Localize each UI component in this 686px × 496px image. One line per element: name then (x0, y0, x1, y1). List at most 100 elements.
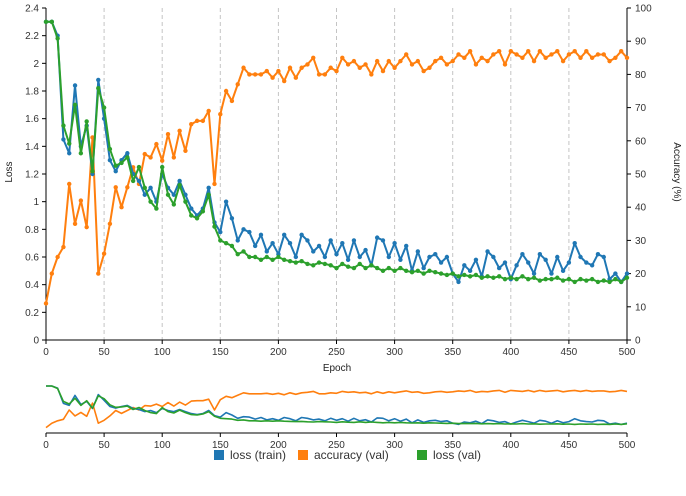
point-accuracy-val (433, 58, 438, 64)
point-loss-train (351, 238, 357, 243)
point-loss-train (427, 254, 432, 260)
point-accuracy-val (43, 301, 49, 306)
point-loss-val (334, 265, 339, 271)
point-loss-train (421, 265, 426, 271)
point-loss-train (299, 232, 304, 238)
point-accuracy-val (409, 62, 415, 67)
point-loss-val (584, 278, 589, 283)
point-accuracy-val (160, 158, 165, 163)
y-left-tick-label: 2.4 (25, 4, 39, 15)
point-loss-val (531, 275, 537, 280)
legend-swatch-accuracy-val[interactable] (298, 450, 308, 460)
point-loss-val (258, 257, 264, 262)
y-right-tick-label: 0 (635, 336, 641, 347)
point-accuracy-val (55, 254, 60, 260)
point-loss-val (119, 160, 124, 166)
point-accuracy-val (96, 271, 101, 276)
point-loss-train (392, 240, 397, 246)
point-accuracy-val (61, 244, 66, 250)
axes: 0 50 100 150 200 250 300 350 400 450 50000.20.40.6… (25, 4, 652, 359)
point-loss-val (206, 192, 211, 197)
legend-label-accuracy-val[interactable]: accuracy (val) (314, 448, 389, 462)
point-accuracy-val (67, 181, 72, 187)
point-loss-train (514, 263, 519, 268)
point-loss-val (287, 258, 293, 264)
point-loss-val (322, 261, 328, 267)
point-loss-val (160, 164, 165, 170)
point-loss-val (543, 276, 548, 282)
point-loss-val (270, 257, 275, 262)
point-loss-val (165, 192, 171, 197)
point-accuracy-val (520, 55, 525, 60)
legend-swatch-loss-train[interactable] (214, 450, 224, 460)
point-loss-val (218, 238, 223, 243)
point-loss-train (293, 254, 299, 260)
point-accuracy-val (386, 58, 391, 64)
series-main (43, 19, 630, 306)
point-accuracy-val (450, 58, 455, 64)
point-accuracy-val (258, 72, 264, 77)
point-loss-train (549, 271, 554, 276)
x-tick-label: 500 (619, 347, 636, 358)
legend-label-loss-val[interactable]: loss (val) (433, 448, 481, 462)
point-loss-val (311, 263, 316, 268)
overview-x-tick-label: 50 (99, 440, 111, 451)
point-accuracy-val (107, 221, 113, 226)
point-loss-train (142, 192, 147, 197)
point-loss-val (473, 272, 479, 278)
y-left-tick-label: 2 (33, 59, 39, 70)
point-loss-train (601, 254, 606, 260)
point-loss-val (572, 279, 577, 285)
point-loss-train (148, 185, 153, 191)
point-loss-val (601, 278, 606, 283)
point-accuracy-val (334, 68, 339, 74)
overview-x-tick-label: 500 (619, 440, 636, 451)
overview-panel: 0 50 100 150 200 250 300 350 400 450 500 (43, 385, 636, 451)
y-left-tick-label: 1 (33, 197, 39, 208)
point-accuracy-val (363, 62, 368, 67)
point-loss-train (345, 257, 351, 262)
overview-line-loss-val (46, 385, 628, 426)
y-left-tick-label: 1.6 (25, 114, 39, 125)
point-accuracy-val (340, 55, 345, 60)
point-loss-val (351, 265, 357, 271)
point-accuracy-val (218, 112, 223, 117)
point-loss-train (613, 271, 618, 276)
y-left-tick-label: 0 (33, 336, 39, 347)
point-loss-train (305, 238, 310, 243)
point-loss-train (433, 252, 438, 257)
point-loss-val (404, 268, 409, 274)
point-loss-val (316, 260, 322, 265)
point-accuracy-val (485, 58, 490, 64)
point-loss-val (212, 224, 217, 229)
point-accuracy-val (351, 58, 357, 64)
point-loss-train (537, 252, 543, 257)
point-loss-val (340, 261, 345, 267)
point-accuracy-val (392, 65, 397, 70)
point-accuracy-val (601, 52, 606, 57)
point-loss-train (357, 254, 362, 260)
point-accuracy-val (194, 118, 200, 124)
point-loss-val (229, 243, 235, 249)
point-loss-train (578, 254, 583, 260)
point-accuracy-val (404, 52, 409, 57)
point-accuracy-val (125, 185, 130, 190)
point-accuracy-val (101, 251, 107, 256)
point-accuracy-val (78, 198, 84, 203)
point-loss-val (194, 216, 200, 221)
point-loss-train (404, 243, 409, 249)
point-accuracy-val (90, 135, 95, 140)
point-loss-val (113, 163, 118, 168)
point-loss-train (171, 192, 177, 197)
point-loss-train (589, 263, 595, 268)
point-loss-train (67, 151, 72, 156)
overview-x-tick-label: 100 (154, 440, 171, 451)
legend-label-loss-train[interactable]: loss (train) (230, 448, 286, 462)
point-accuracy-val (183, 148, 188, 153)
y-left-tick-label: 1.4 (25, 142, 39, 153)
point-loss-val (380, 268, 386, 274)
point-loss-val (252, 254, 258, 260)
legend-swatch-loss-val[interactable] (417, 450, 427, 460)
point-loss-train (177, 178, 182, 184)
point-loss-train (363, 247, 368, 253)
